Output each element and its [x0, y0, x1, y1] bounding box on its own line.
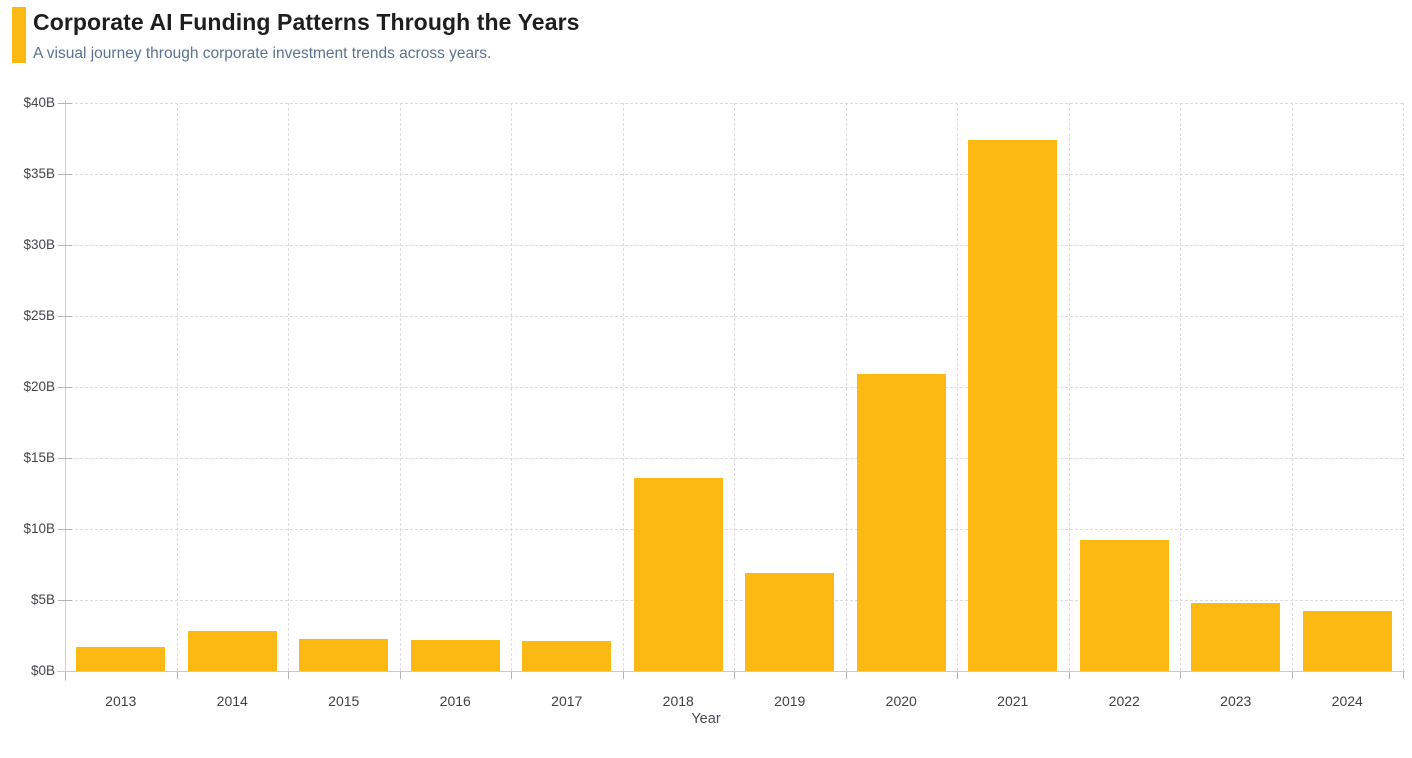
x-axis-category-label: 2021 [997, 693, 1029, 709]
x-axis-tick [65, 671, 66, 679]
chart-plot-area: $0B $5B $10B $15B $20B $25B $30B $35B $40B 2013 20… [23, 95, 1404, 709]
bar-2015[interactable] [299, 639, 389, 671]
vertical-gridline [1403, 103, 1404, 671]
title-accent-bar [12, 7, 26, 63]
bar-2023[interactable] [1191, 602, 1281, 671]
vertical-gridline [399, 103, 401, 671]
bar-2022[interactable] [1079, 540, 1169, 671]
x-axis-tick [1180, 671, 1181, 679]
chart-subtitle: A visual journey through corporate inves… [33, 45, 492, 62]
y-axis-tick [57, 458, 72, 459]
y-axis-tick-label: $5B [30, 592, 55, 607]
chart-header: Corporate AI Funding Patterns Through th… [0, 0, 1412, 90]
y-axis-tick-label: $20B [23, 379, 55, 394]
x-axis-category-label: 2017 [551, 693, 583, 709]
x-axis-tick [1068, 671, 1070, 679]
y-axis-tick-label: $40B [23, 95, 55, 110]
bar-2014[interactable] [187, 631, 277, 671]
y-axis-tick-label: $30B [23, 237, 55, 252]
x-axis-category-label: 2018 [662, 693, 694, 709]
x-axis-category-label: 2024 [1331, 693, 1363, 709]
x-axis-tick [734, 671, 735, 679]
y-axis-tick [57, 174, 72, 175]
bar-2016[interactable] [410, 639, 500, 671]
y-axis-tick [57, 387, 72, 388]
bar-2021[interactable] [968, 139, 1058, 671]
x-axis-tick [288, 671, 289, 679]
x-axis-tick [511, 671, 512, 679]
x-axis-category-label: 2016 [439, 693, 471, 709]
vertical-gridline [1291, 103, 1293, 671]
y-axis-tick [57, 316, 72, 317]
y-axis-tick [57, 600, 72, 601]
y-axis-tick-label: $35B [23, 166, 55, 181]
y-axis-tick-label: $0B [30, 663, 55, 678]
x-axis-category-label: 2022 [1108, 693, 1140, 709]
bar-2017[interactable] [522, 641, 612, 671]
bar-2024[interactable] [1302, 611, 1392, 671]
bar-2018[interactable] [633, 477, 723, 671]
x-axis-category-label: 2023 [1220, 693, 1252, 709]
x-axis-tick [1403, 671, 1404, 679]
y-axis-tick-label: $10B [23, 521, 55, 536]
x-axis-category-label: 2014 [216, 693, 248, 709]
y-axis-tick-label: $15B [23, 450, 55, 465]
x-axis-category-label: 2019 [774, 693, 806, 709]
x-axis-tick [399, 671, 401, 679]
vertical-gridline [1180, 103, 1181, 671]
vertical-gridline [176, 103, 178, 671]
x-axis-category-label: 2015 [328, 693, 360, 709]
vertical-gridline [288, 103, 289, 671]
x-axis-tick [622, 671, 624, 679]
bar-2019[interactable] [745, 573, 835, 671]
vertical-gridline [734, 103, 735, 671]
x-axis-tick [845, 671, 847, 679]
chart-title: Corporate AI Funding Patterns Through th… [33, 9, 580, 35]
y-axis-tick [57, 245, 72, 246]
vertical-gridline [622, 103, 624, 671]
x-axis-line [57, 671, 1405, 672]
y-axis-line [65, 100, 66, 681]
x-axis-tick [957, 671, 958, 679]
vertical-gridline [957, 103, 958, 671]
bar-chart: $0B $5B $10B $15B $20B $25B $30B $35B $40B 2013 20… [0, 90, 1412, 758]
x-axis-category-label: 2013 [105, 693, 137, 709]
bar-2013[interactable] [76, 646, 166, 671]
vertical-gridline [1068, 103, 1070, 671]
y-axis-tick [57, 529, 72, 530]
y-axis-tick [57, 103, 72, 104]
x-axis-tick [1291, 671, 1293, 679]
bar-2020[interactable] [856, 374, 946, 671]
x-axis-title: Year [691, 711, 721, 727]
x-axis-tick [176, 671, 178, 679]
x-axis-category-label: 2020 [885, 693, 917, 709]
y-axis-tick-label: $25B [23, 308, 55, 323]
vertical-gridline [845, 103, 847, 671]
vertical-gridline [511, 103, 512, 671]
